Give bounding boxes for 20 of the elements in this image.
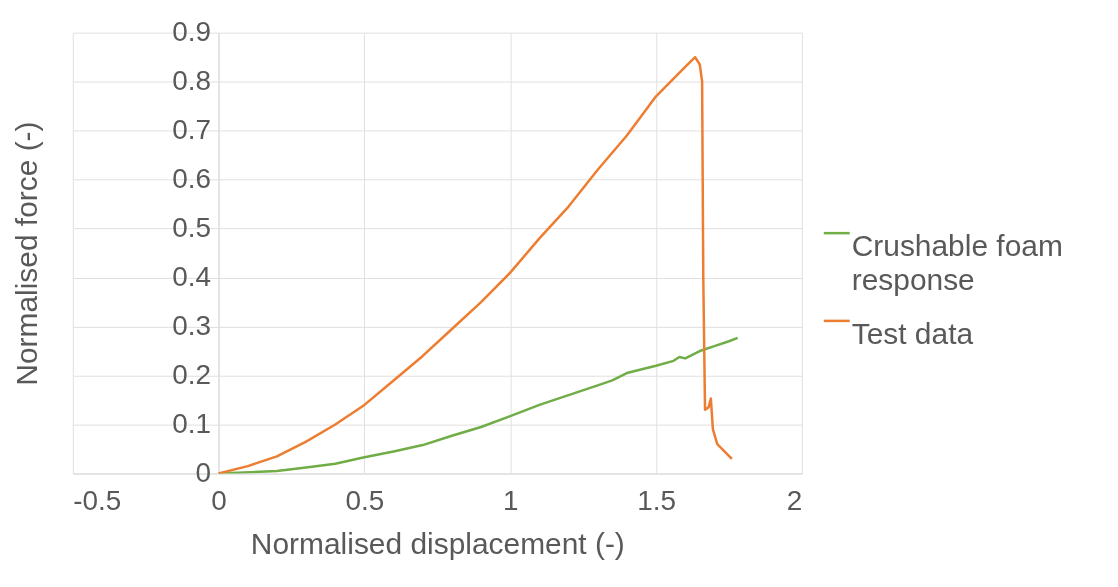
y-tick-label: 0.4 xyxy=(172,261,212,293)
x-tick-label: 0.5 xyxy=(345,484,385,516)
y-tick-label: 0.5 xyxy=(172,212,212,244)
line-series xyxy=(217,55,734,474)
y-tick-label: 0.3 xyxy=(172,310,212,342)
y-axis-title: Normalised force (-) xyxy=(10,121,44,386)
y-tick-label: 0 xyxy=(195,456,212,488)
legend-label: Test data xyxy=(851,316,974,350)
x-tick-label: 1.5 xyxy=(637,484,676,516)
x-tick-label: 1 xyxy=(502,484,519,516)
x-tick-label: 2 xyxy=(786,484,803,516)
y-tick-label: 0.6 xyxy=(172,163,212,195)
y-tick-label: 0.8 xyxy=(172,65,212,97)
y-tick-label: 0.2 xyxy=(172,359,212,391)
x-axis-title: Normalised displacement (-) xyxy=(250,526,625,560)
x-tick-label: -0.5 xyxy=(73,484,122,516)
y-tick-label: 0.7 xyxy=(172,114,212,146)
y-tick-label: 0.9 xyxy=(172,16,212,48)
legend-label: Crushable foam response xyxy=(851,229,1063,296)
y-tick-label: 0.1 xyxy=(172,407,212,439)
